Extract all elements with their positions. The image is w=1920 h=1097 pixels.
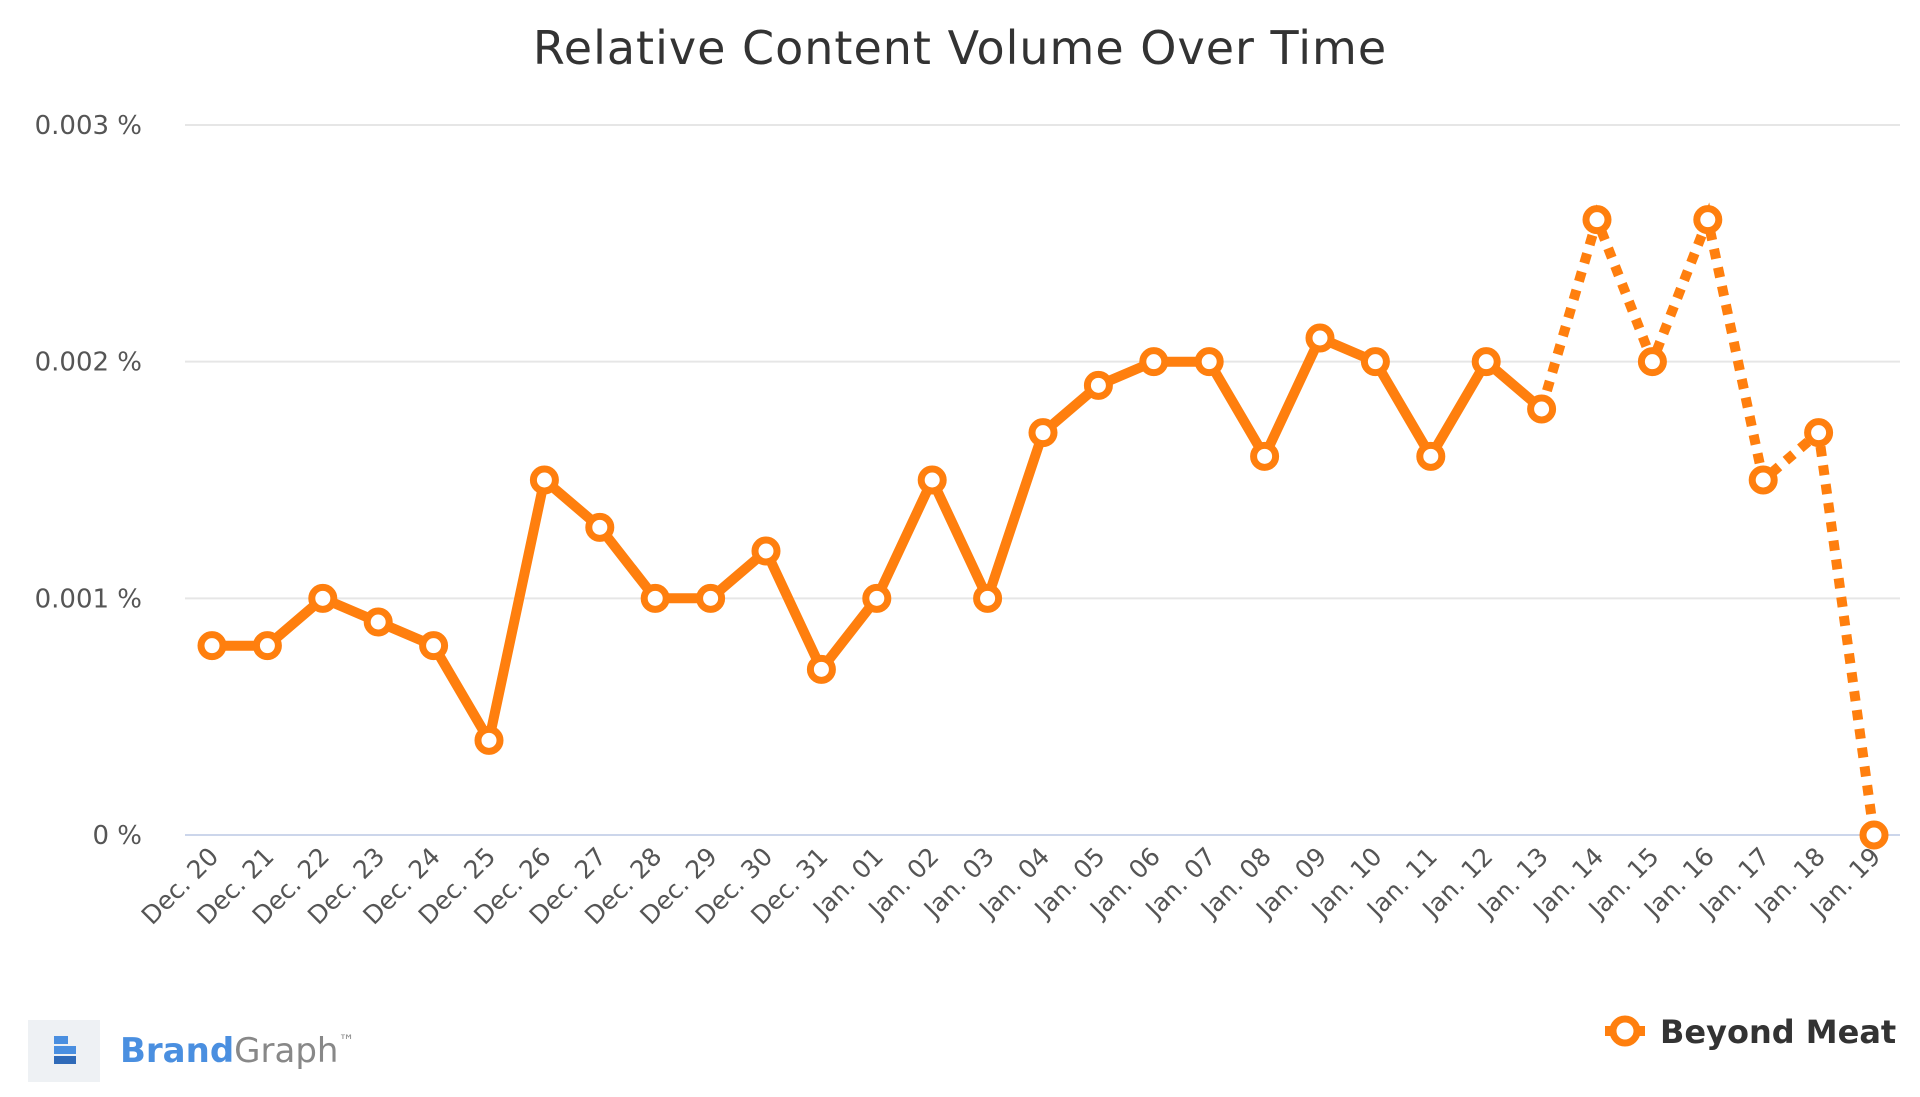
y-tick-label: 0.003 % [35, 111, 142, 141]
data-point[interactable] [1693, 205, 1723, 235]
data-point[interactable] [308, 583, 338, 613]
data-point[interactable] [1139, 347, 1169, 377]
brand-part-brand: Brand [120, 1031, 234, 1071]
data-point[interactable] [1637, 347, 1667, 377]
logo-icon-bar-2 [54, 1046, 76, 1054]
brand-wordmark: BrandGraph™ [120, 1031, 354, 1071]
data-point[interactable] [1250, 441, 1280, 471]
data-point[interactable] [1527, 394, 1557, 424]
y-tick-label: 0 % [92, 821, 142, 851]
brandgraph-logo: BrandGraph™ [28, 1020, 354, 1082]
data-point[interactable] [585, 512, 615, 542]
points-layer [197, 205, 1889, 850]
data-point[interactable] [197, 631, 227, 661]
data-point[interactable] [1804, 418, 1834, 448]
data-point[interactable] [1859, 820, 1889, 850]
data-point[interactable] [1194, 347, 1224, 377]
logo-icon-bar-1 [54, 1036, 68, 1044]
brand-part-graph: Graph [234, 1031, 338, 1071]
data-point[interactable] [474, 725, 504, 755]
data-point[interactable] [363, 607, 393, 637]
legend-marker-symbol [1609, 1015, 1641, 1047]
legend-label-beyond-meat: Beyond Meat [1660, 1013, 1896, 1051]
series-line-dotted [1536, 202, 1879, 836]
data-point[interactable] [696, 583, 726, 613]
brand-trademark: ™ [338, 1031, 354, 1050]
data-point[interactable] [1305, 323, 1335, 353]
data-point[interactable] [419, 631, 449, 661]
data-point[interactable] [1471, 347, 1501, 377]
series-layer [207, 202, 1879, 836]
chart-title: Relative Content Volume Over Time [533, 21, 1387, 75]
data-point[interactable] [1028, 418, 1058, 448]
data-point[interactable] [806, 654, 836, 684]
series-line-solid [207, 333, 1547, 746]
legend[interactable]: Beyond Meat [1605, 1013, 1896, 1051]
y-axis: 0 % 0.001 % 0.002 % 0.003 % [35, 111, 142, 851]
data-point[interactable] [1748, 465, 1778, 495]
data-point[interactable] [973, 583, 1003, 613]
data-point[interactable] [917, 465, 947, 495]
y-tick-label: 0.001 % [35, 584, 142, 614]
data-point[interactable] [252, 631, 282, 661]
data-point[interactable] [529, 465, 559, 495]
data-point[interactable] [862, 583, 892, 613]
data-point[interactable] [1582, 205, 1612, 235]
data-point[interactable] [1416, 441, 1446, 471]
data-point[interactable] [640, 583, 670, 613]
data-point[interactable] [751, 536, 781, 566]
data-point[interactable] [1083, 370, 1113, 400]
data-point[interactable] [1360, 347, 1390, 377]
y-tick-label: 0.002 % [35, 348, 142, 378]
logo-icon-bar-3 [54, 1056, 76, 1064]
grid-layer [185, 124, 1900, 836]
